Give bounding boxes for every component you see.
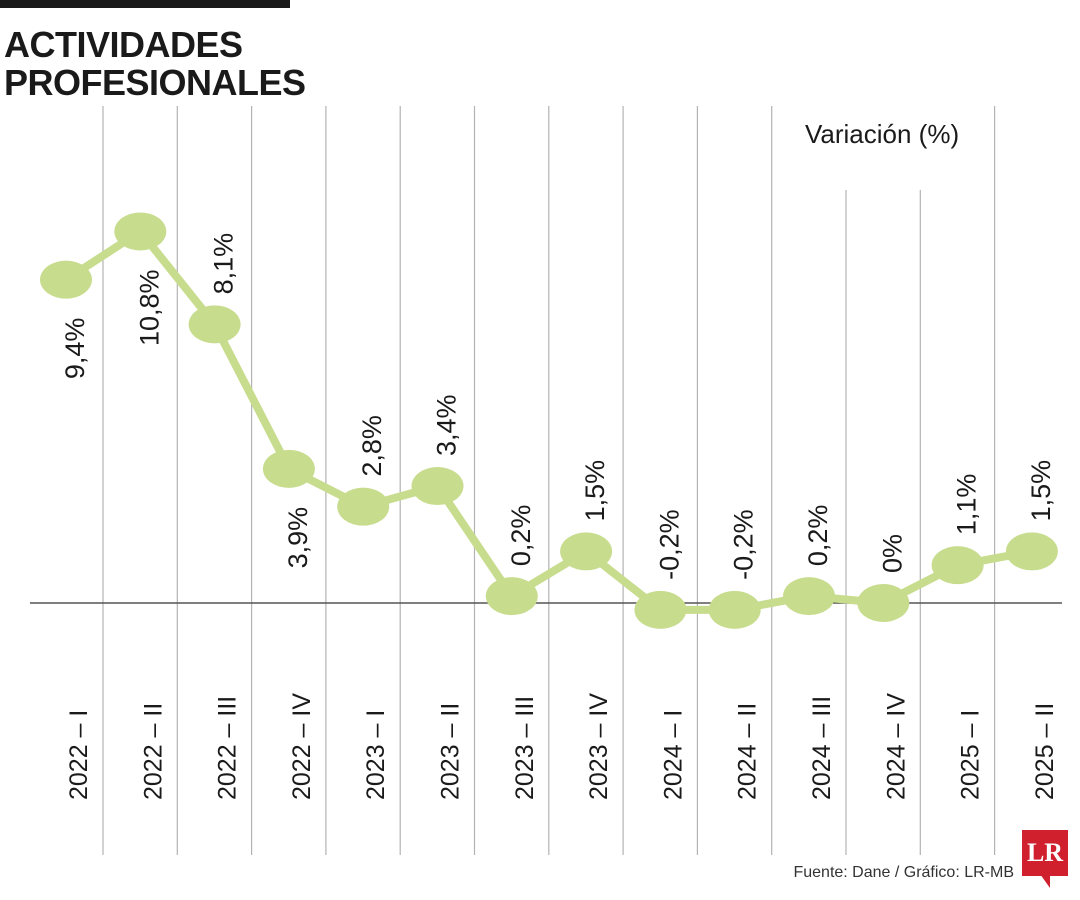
data-point [560, 532, 613, 571]
x-tick-label: 2024 – IV [882, 693, 910, 800]
y-axis-label: Variación (%) [805, 119, 959, 149]
chart-title-line2: PROFESIONALES [4, 62, 306, 103]
x-tick-label: 2025 – I [957, 710, 985, 800]
x-tick-label: 2023 – III [511, 696, 539, 800]
data-label: 9,4% [60, 318, 90, 380]
x-tick-label: 2022 – IV [288, 693, 316, 800]
top-accent-bar [0, 0, 290, 8]
data-point [337, 487, 390, 526]
data-point [485, 577, 538, 616]
x-tick-label: 2024 – III [808, 696, 836, 800]
data-point [40, 260, 92, 299]
data-point [188, 305, 241, 344]
grid-lines [102, 106, 996, 855]
data-point [857, 584, 910, 622]
data-points [40, 212, 1058, 629]
x-tick-label: 2023 – I [362, 710, 390, 800]
x-tick-label: 2022 – II [139, 703, 167, 800]
data-point [634, 590, 687, 629]
lr-logo: LR [1022, 830, 1068, 876]
x-tick-label: 2022 – I [65, 710, 93, 800]
data-label: 10,8% [134, 269, 164, 346]
x-tick-labels: 2022 – I 2022 – II 2022 – III 2022 – IV 2023… [65, 693, 1059, 800]
x-tick-label: 2023 – IV [585, 693, 613, 800]
chart-title: ACTIVIDADES PROFESIONALES [4, 26, 306, 102]
lr-logo-tail [1040, 874, 1050, 888]
x-tick-label: 2024 – I [659, 710, 687, 800]
data-label: 3,4% [432, 394, 462, 456]
x-tick-label: 2023 – II [437, 703, 465, 800]
data-label: -0,2% [654, 509, 684, 580]
data-label: 0% [877, 534, 907, 573]
data-point [262, 449, 315, 488]
data-label: 0,2% [506, 505, 536, 567]
data-label: 1,1% [952, 474, 982, 536]
data-labels: 9,4% 10,8% 8,1% 3,9% 2,8% 3,4% 0,2% 1,5% -0,2% -0… [60, 233, 1056, 580]
data-label: -0,2% [729, 509, 759, 580]
data-point [1005, 532, 1058, 571]
data-point [411, 467, 464, 506]
data-label: 2,8% [357, 415, 387, 477]
data-label: 3,9% [283, 507, 313, 569]
data-point [708, 590, 761, 629]
source-note: Fuente: Dane / Gráfico: LR-MB [793, 864, 1014, 881]
data-label: 1,5% [580, 460, 610, 522]
x-tick-label: 2022 – III [214, 696, 242, 800]
data-label: 8,1% [209, 233, 239, 295]
data-point [114, 212, 167, 251]
data-label: 1,5% [1026, 460, 1056, 522]
x-tick-label: 2025 – II [1031, 703, 1059, 800]
data-label: 0,2% [803, 505, 833, 567]
data-point [783, 577, 835, 616]
data-point [931, 546, 984, 585]
chart-title-line1: ACTIVIDADES [4, 24, 243, 65]
x-tick-label: 2024 – II [734, 703, 762, 800]
